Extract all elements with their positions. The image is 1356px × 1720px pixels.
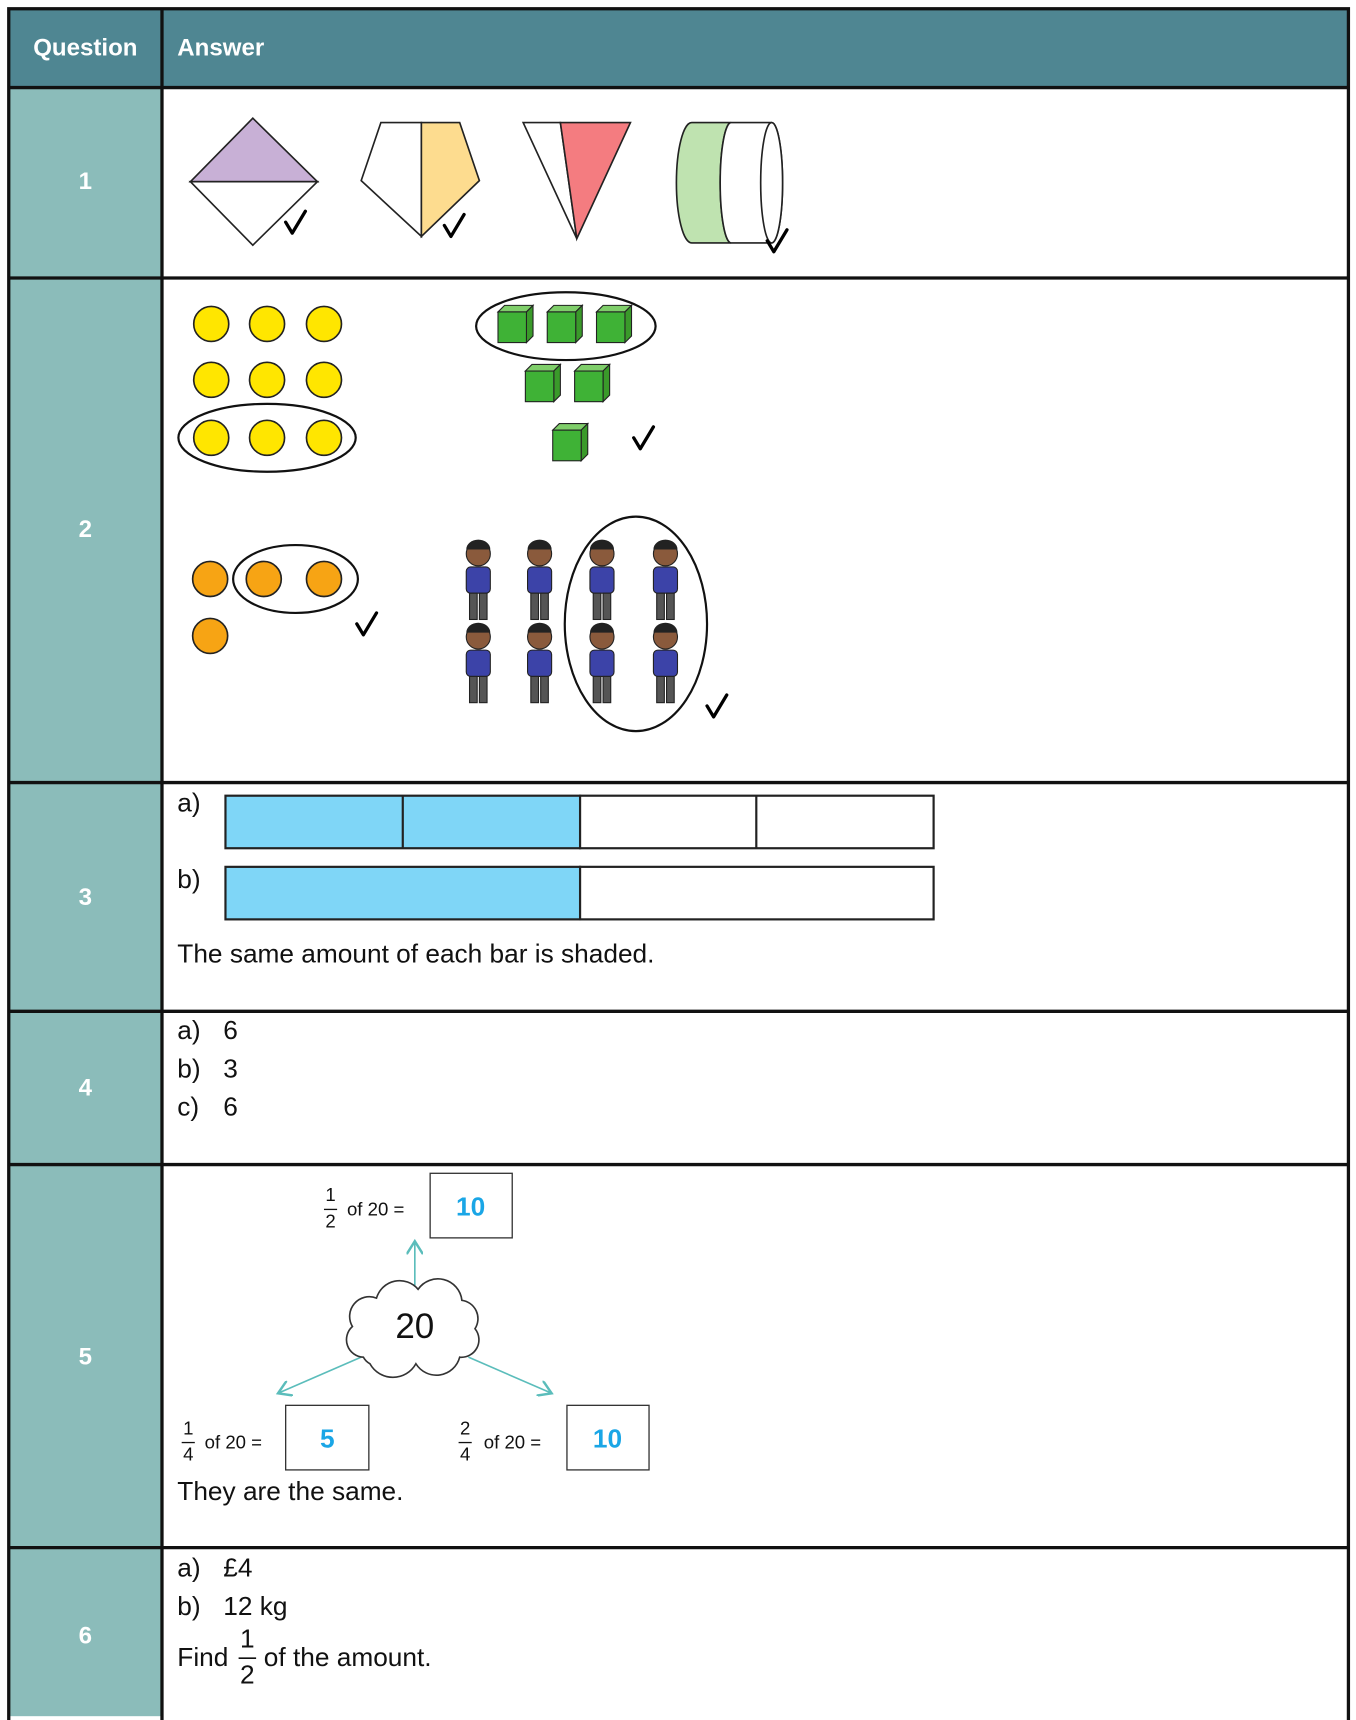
answer-text: Find [177, 1642, 228, 1672]
answer-value: 6 [223, 1015, 238, 1045]
table-grid [7, 7, 1351, 1720]
denominator: 4 [183, 1444, 193, 1465]
numerator: 2 [460, 1417, 470, 1438]
fraction-text: of 20 = [484, 1432, 541, 1453]
answer-text: The same amount of each bar is shaded. [177, 938, 654, 968]
answer-value: 10 [456, 1191, 485, 1221]
row-number: 3 [79, 884, 92, 911]
answer-value: £4 [223, 1552, 252, 1582]
header-question: Question [33, 35, 137, 62]
answer-text: They are the same. [177, 1476, 403, 1506]
numerator: 1 [183, 1417, 193, 1438]
question-column [8, 87, 162, 1717]
denominator: 2 [240, 1660, 255, 1690]
part-label: a) [177, 1015, 200, 1045]
denominator: 4 [460, 1444, 470, 1465]
denominator: 2 [325, 1210, 335, 1231]
answer-value: 10 [593, 1423, 622, 1453]
bar-a [224, 794, 935, 850]
fraction-text: of 20 = [205, 1432, 262, 1453]
row-number: 2 [79, 516, 92, 543]
answer-value: 6 [223, 1092, 238, 1122]
numerator: 1 [325, 1184, 335, 1205]
fraction-text: of 20 = [347, 1198, 404, 1219]
header-bg [8, 8, 1349, 88]
bar-b [224, 865, 935, 921]
counters [177, 291, 729, 733]
header-answer: Answer [177, 35, 264, 62]
part-label: b) [177, 1591, 200, 1621]
answer-value: 5 [320, 1423, 335, 1453]
part-label: a) [177, 1552, 200, 1582]
row-number: 6 [79, 1623, 92, 1650]
answer-value: 3 [223, 1053, 238, 1083]
row-number: 1 [79, 168, 92, 195]
part-label: b) [177, 1053, 200, 1083]
shapes [188, 117, 789, 254]
row-number: 4 [79, 1074, 93, 1101]
part-label: a) [177, 787, 200, 817]
answer-value: 12 kg [223, 1591, 287, 1621]
fraction-diagram: 1 2 of 20 = 10 20 1 4 of 20 = 5 2 4 of 2… [181, 1172, 650, 1471]
center-number: 20 [395, 1307, 434, 1346]
part-label: b) [177, 864, 200, 894]
numerator: 1 [240, 1624, 255, 1654]
answer-text: of the amount. [264, 1642, 432, 1672]
part-label: c) [177, 1092, 199, 1122]
row-number: 5 [79, 1344, 92, 1371]
